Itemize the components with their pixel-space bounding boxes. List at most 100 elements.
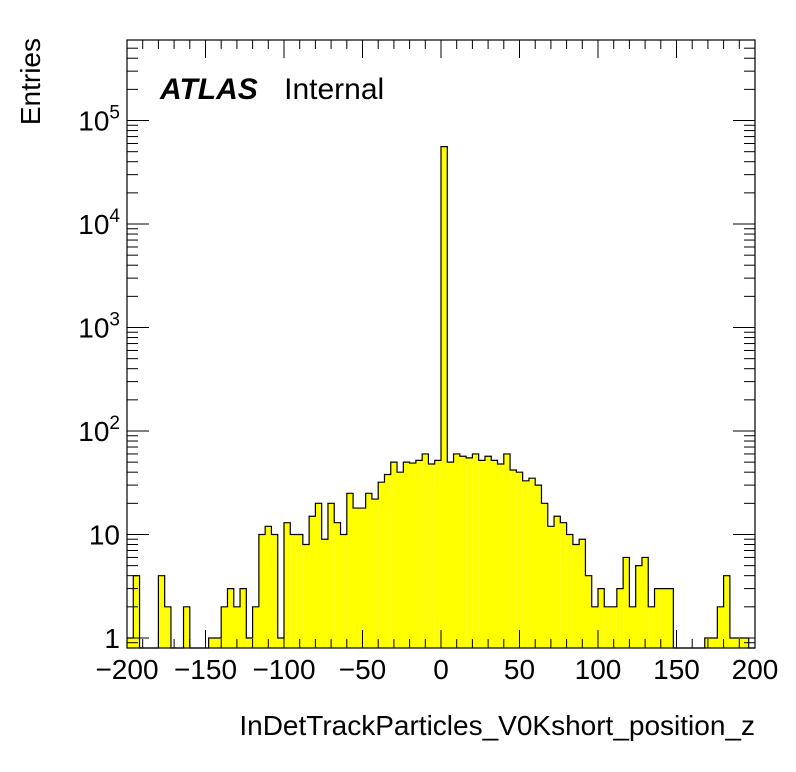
histogram-bin [654,588,661,648]
histogram-bin [598,588,605,648]
y-tick-label: 103 [78,310,120,344]
histogram-bin [133,575,140,648]
histogram-bin [579,539,586,648]
y-axis-label: Entries [15,38,46,125]
histogram-bin [648,606,655,648]
histogram-bin [629,606,636,648]
histogram-bin [616,588,624,648]
histogram-bin [660,588,668,648]
histogram-bin [572,544,580,648]
histogram-bin [403,462,410,648]
histogram-bin [428,463,435,648]
histogram-bin [610,606,617,648]
histogram-bin [397,472,404,648]
histogram-bin [371,499,379,648]
histogram-bin [591,606,598,648]
y-tick-exponent: 4 [109,206,120,227]
histogram-bins [127,145,755,649]
histogram-bin [415,460,423,648]
x-tick-label: −150 [174,654,237,685]
histogram-bin [623,557,630,648]
histogram-bin [711,637,718,648]
histogram-bin [585,575,592,648]
y-tick-label: 105 [78,103,120,137]
histogram-bin [365,493,372,648]
histogram-bin [309,516,316,648]
histogram-bin [252,606,259,648]
x-tick-label: −200 [95,654,158,685]
histogram-bin [158,575,165,648]
histogram-bin [604,606,611,648]
histogram-bin [459,456,467,648]
histogram-bin [208,637,215,648]
x-tick-label: 150 [653,654,700,685]
histogram-bin [422,453,429,648]
y-tick-label: 1 [104,623,120,654]
histogram-bin [541,503,548,648]
histogram-bin [535,485,542,648]
x-tick-label: 0 [433,654,449,685]
y-tick-base: 10 [78,313,109,344]
histogram-bin [522,480,529,648]
histogram-bin [566,534,573,648]
histogram-bin [528,478,536,648]
histogram-bin [554,516,561,648]
histogram-bin [164,606,171,648]
histogram-bin [447,462,454,648]
histogram-bin [635,565,642,648]
histogram-bin [729,637,737,648]
plot-frame [126,39,756,649]
histogram-bin [214,637,222,648]
histogram-bin [390,462,398,648]
y-tick-exponent: 5 [109,103,120,124]
histogram-bin [271,534,278,648]
x-axis-label: InDetTrackParticles_V0Kshort_position_z [239,710,755,741]
histogram-bin [466,457,473,648]
histogram-bin [302,544,310,648]
y-tick-exponent: 2 [109,413,120,434]
histogram-bin [441,146,448,649]
atlas-label: ATLAS Internal [159,73,384,106]
histogram-bin [327,503,335,648]
histogram-bin [284,522,291,648]
x-tick-labels: −200 −150 −100 −50 0 50 100 150 200 [95,654,778,685]
histogram-bin [246,637,253,648]
x-tick-label: −50 [339,654,387,685]
histogram-bin [547,526,555,648]
histogram-bin [641,557,649,648]
histogram-bin [290,534,297,648]
histogram-bin [510,469,517,648]
histogram-bin [321,539,328,648]
y-tick-base: 10 [89,519,120,550]
histogram-bin [315,503,322,648]
y-tick-label: 10 [89,519,120,550]
histogram-bin [723,575,730,648]
histogram-bin [484,456,492,648]
x-tick-label: −100 [252,654,315,685]
histogram-bin [258,534,266,648]
x-tick-label: 200 [732,654,779,685]
histogram-bin [359,508,366,648]
histogram-bin [560,522,567,648]
histogram-bin [221,606,228,648]
y-tick-base: 10 [78,416,109,447]
histogram-bin [384,474,391,648]
histogram-bin [296,534,303,648]
atlas-label-status: Internal [284,73,384,106]
y-tick-label: 102 [78,413,120,447]
histogram-bin [478,460,485,648]
histogram-bin [227,588,234,648]
histogram-bin [453,453,460,648]
histogram-bin [378,482,385,648]
histogram-bin [353,508,360,648]
histogram-bin [503,453,511,648]
y-tick-base: 10 [78,106,109,137]
histogram-bin [717,606,724,648]
histogram-bin [183,606,190,648]
y-tick-base: 10 [78,209,109,240]
histogram-bin [334,522,341,648]
histogram-bin [346,493,354,648]
histogram-bin [265,526,272,648]
